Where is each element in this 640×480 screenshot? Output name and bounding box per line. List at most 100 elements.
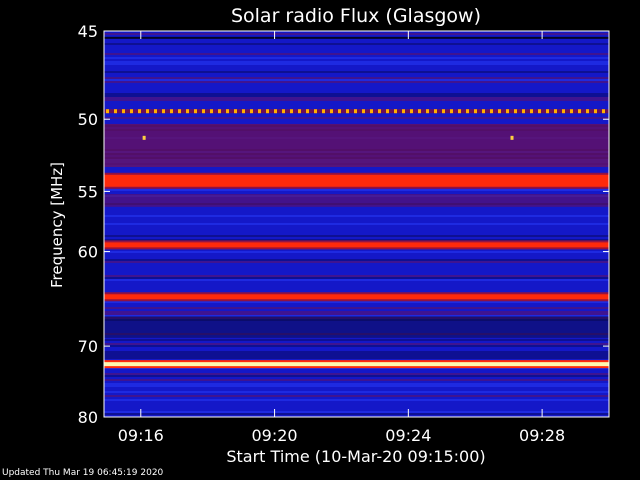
- band-dash: [386, 109, 389, 114]
- bright-spot: [142, 135, 146, 140]
- band-dash: [482, 109, 485, 114]
- y-axis: 45 50 55 60 70 80: [78, 22, 609, 427]
- band-dash: [338, 109, 341, 114]
- texture-row: [104, 261, 609, 263]
- x-tick-label: 09:24: [385, 426, 431, 445]
- band-dash: [314, 109, 317, 114]
- texture-row: [104, 79, 609, 81]
- heatmap-area: [104, 31, 609, 417]
- band-dash: [554, 109, 557, 114]
- texture-row: [104, 63, 609, 65]
- band-dash: [378, 109, 381, 114]
- texture-row: [104, 345, 609, 347]
- band-high: [104, 294, 609, 300]
- texture-row: [104, 99, 609, 101]
- band-dash: [362, 109, 365, 114]
- band-dash: [146, 109, 149, 114]
- band-high: [104, 242, 609, 248]
- texture-row: [104, 189, 609, 191]
- x-tick-label: 09:16: [118, 426, 164, 445]
- texture-row: [104, 317, 609, 319]
- band-dash: [258, 109, 261, 114]
- band-dash: [506, 109, 509, 114]
- texture-row: [104, 411, 609, 413]
- band-dash: [450, 109, 453, 114]
- band-dash: [522, 109, 525, 114]
- texture-row: [104, 351, 609, 353]
- band-dash: [442, 109, 445, 114]
- texture-row: [104, 36, 609, 39]
- texture-row: [104, 43, 609, 45]
- texture-row: [104, 379, 609, 381]
- band-dash: [306, 109, 309, 114]
- plot-frame: [103, 30, 610, 418]
- band-dash: [394, 109, 397, 114]
- texture-row: [104, 353, 609, 355]
- updated-timestamp: Updated Thu Mar 19 06:45:19 2020: [2, 468, 164, 478]
- y-tick-label: 55: [78, 182, 98, 201]
- texture-row: [104, 311, 609, 313]
- texture-row: [104, 77, 609, 79]
- texture-row: [104, 97, 609, 99]
- band-dash: [130, 109, 133, 114]
- band-dash: [538, 109, 541, 114]
- chart-title: Solar radio Flux (Glasgow): [231, 5, 481, 27]
- y-axis-label: Frequency [MHz]: [48, 162, 66, 288]
- texture-row: [104, 319, 609, 321]
- band-dash: [106, 109, 109, 114]
- texture-row: [104, 375, 609, 377]
- band-dash: [162, 109, 165, 114]
- band-dash: [186, 109, 189, 114]
- band-dash: [602, 109, 605, 114]
- band-dash: [242, 109, 245, 114]
- texture-row: [104, 33, 609, 35]
- band-dash: [226, 109, 229, 114]
- x-tick-label: 09:28: [519, 426, 565, 445]
- y-tick-label: 60: [78, 243, 98, 262]
- band-dash: [354, 109, 357, 114]
- texture-row: [104, 235, 609, 237]
- texture-row: [104, 239, 609, 241]
- band-dash: [418, 109, 421, 114]
- texture-row: [104, 275, 609, 277]
- band-dash: [282, 109, 285, 114]
- band-dash: [114, 109, 117, 114]
- texture-row: [104, 301, 609, 303]
- texture-row: [104, 399, 609, 401]
- band-dash: [578, 109, 581, 114]
- texture-row: [104, 339, 609, 341]
- band-dash: [426, 109, 429, 114]
- band-dash: [546, 109, 549, 114]
- band-dash: [562, 109, 565, 114]
- texture-row: [104, 357, 609, 359]
- band-dash: [586, 109, 589, 114]
- texture-row: [104, 223, 609, 225]
- texture-row: [104, 259, 609, 261]
- texture-row: [104, 93, 609, 95]
- band-dash: [170, 109, 173, 114]
- band-dash: [178, 109, 181, 114]
- texture-row: [104, 57, 609, 59]
- texture-row: [104, 333, 609, 335]
- band-dash: [234, 109, 237, 114]
- band-dash: [370, 109, 373, 114]
- texture-row: [104, 279, 609, 281]
- texture-row: [104, 61, 609, 63]
- dark-region: [104, 316, 609, 338]
- y-tick-label: 50: [78, 110, 98, 129]
- texture-row: [104, 215, 609, 217]
- y-tick-label: 45: [78, 22, 98, 41]
- texture-row: [104, 313, 609, 315]
- band-dash: [458, 109, 461, 114]
- band-dash: [322, 109, 325, 114]
- bright-spot: [510, 135, 514, 140]
- band-dash: [218, 109, 221, 114]
- band-dash: [154, 109, 157, 114]
- texture-row: [104, 343, 609, 345]
- texture-row: [104, 81, 609, 83]
- purple-region: [104, 123, 609, 167]
- texture-row: [104, 117, 609, 119]
- texture-row: [104, 413, 609, 415]
- band-dash: [594, 109, 597, 114]
